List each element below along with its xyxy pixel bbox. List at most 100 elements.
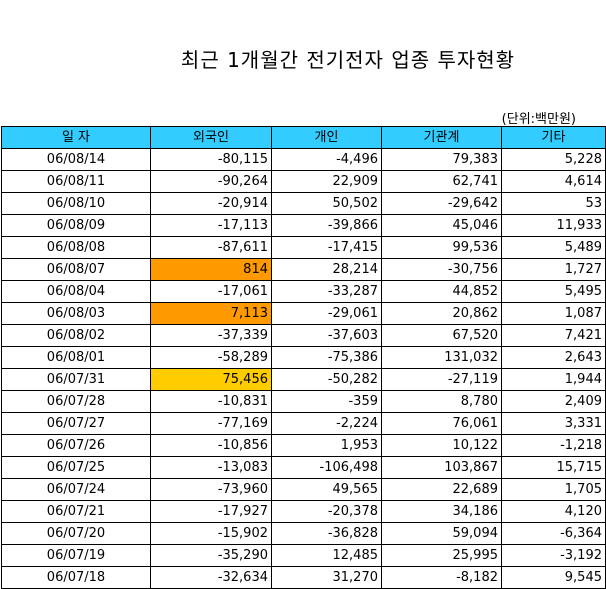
date-cell: 06/07/19 [1, 544, 151, 567]
other-cell: 3,331 [501, 412, 606, 435]
individual-cell: -106,498 [271, 456, 382, 479]
institution-cell: -8,182 [381, 566, 502, 589]
table-row: 06/08/11 -90,264 22,909 62,741 4,614 [1, 170, 606, 193]
date-cell: 06/07/18 [1, 566, 151, 589]
institution-cell: 10,122 [381, 434, 502, 457]
individual-cell: -29,061 [271, 302, 382, 325]
header-row: 일 자 외국인 개인 기관계 기타 [1, 126, 606, 149]
foreign-cell: -87,611 [150, 236, 272, 259]
table-row: 06/08/04 -17,061 -33,287 44,852 5,495 [1, 280, 606, 303]
column-header-foreign: 외국인 [150, 126, 272, 149]
column-header-date: 일 자 [1, 126, 151, 149]
foreign-cell: 7,113 [150, 302, 272, 325]
other-cell: 11,933 [501, 214, 606, 237]
date-cell: 06/08/14 [1, 148, 151, 171]
foreign-cell: -17,113 [150, 214, 272, 237]
table-row: 06/08/10 -20,914 50,502 -29,642 53 [1, 192, 606, 215]
table-row: 06/07/31 75,456 -50,282 -27,119 1,944 [1, 368, 606, 391]
other-cell: -1,218 [501, 434, 606, 457]
other-cell: 4,614 [501, 170, 606, 193]
table-row: 06/08/08 -87,611 -17,415 99,536 5,489 [1, 236, 606, 259]
individual-cell: 1,953 [271, 434, 382, 457]
institution-cell: 59,094 [381, 522, 502, 545]
table-row: 06/07/20 -15,902 -36,828 59,094 -6,364 [1, 522, 606, 545]
other-cell: 4,120 [501, 500, 606, 523]
date-cell: 06/07/20 [1, 522, 151, 545]
individual-cell: -4,496 [271, 148, 382, 171]
other-cell: 1,944 [501, 368, 606, 391]
date-cell: 06/07/26 [1, 434, 151, 457]
other-cell: 1,727 [501, 258, 606, 281]
individual-cell: -75,386 [271, 346, 382, 369]
foreign-cell: 814 [150, 258, 272, 281]
individual-cell: -36,828 [271, 522, 382, 545]
foreign-cell: -35,290 [150, 544, 272, 567]
individual-cell: 49,565 [271, 478, 382, 501]
foreign-cell: -10,831 [150, 390, 272, 413]
date-cell: 06/08/08 [1, 236, 151, 259]
institution-cell: 99,536 [381, 236, 502, 259]
table-row: 06/07/18 -32,634 31,270 -8,182 9,545 [1, 566, 606, 589]
table-row: 06/07/21 -17,927 -20,378 34,186 4,120 [1, 500, 606, 523]
foreign-cell: -17,061 [150, 280, 272, 303]
other-cell: 1,705 [501, 478, 606, 501]
foreign-cell: -58,289 [150, 346, 272, 369]
date-cell: 06/07/21 [1, 500, 151, 523]
date-cell: 06/07/24 [1, 478, 151, 501]
table-row: 06/08/14 -80,115 -4,496 79,383 5,228 [1, 148, 606, 171]
foreign-cell: -10,856 [150, 434, 272, 457]
institution-cell: 131,032 [381, 346, 502, 369]
investment-table: 일 자 외국인 개인 기관계 기타 06/08/14 -80,115 -4,496 7… [1, 126, 606, 589]
date-cell: 06/08/10 [1, 192, 151, 215]
table-row: 06/07/19 -35,290 12,485 25,995 -3,192 [1, 544, 606, 567]
foreign-cell: -13,083 [150, 456, 272, 479]
institution-cell: 44,852 [381, 280, 502, 303]
foreign-cell: -17,927 [150, 500, 272, 523]
individual-cell: -2,224 [271, 412, 382, 435]
other-cell: 5,489 [501, 236, 606, 259]
individual-cell: -50,282 [271, 368, 382, 391]
institution-cell: 20,862 [381, 302, 502, 325]
other-cell: 53 [501, 192, 606, 215]
other-cell: 5,228 [501, 148, 606, 171]
column-header-individual: 개인 [271, 126, 382, 149]
page-title: 최근 1개월간 전기전자 업종 투자현황 [180, 48, 516, 72]
foreign-cell: -37,339 [150, 324, 272, 347]
table-row: 06/08/01 -58,289 -75,386 131,032 2,643 [1, 346, 606, 369]
table-row: 06/07/28 -10,831 -359 8,780 2,409 [1, 390, 606, 413]
institution-cell: -29,642 [381, 192, 502, 215]
other-cell: 1,087 [501, 302, 606, 325]
date-cell: 06/07/28 [1, 390, 151, 413]
institution-cell: 25,995 [381, 544, 502, 567]
individual-cell: -17,415 [271, 236, 382, 259]
foreign-cell: -77,169 [150, 412, 272, 435]
date-cell: 06/08/11 [1, 170, 151, 193]
individual-cell: 31,270 [271, 566, 382, 589]
date-cell: 06/07/27 [1, 412, 151, 435]
institution-cell: 22,689 [381, 478, 502, 501]
foreign-cell: -80,115 [150, 148, 272, 171]
individual-cell: 12,485 [271, 544, 382, 567]
individual-cell: 28,214 [271, 258, 382, 281]
table-row: 06/08/09 -17,113 -39,866 45,046 11,933 [1, 214, 606, 237]
individual-cell: -33,287 [271, 280, 382, 303]
individual-cell: -359 [271, 390, 382, 413]
institution-cell: -27,119 [381, 368, 502, 391]
institution-cell: -30,756 [381, 258, 502, 281]
individual-cell: 50,502 [271, 192, 382, 215]
institution-cell: 67,520 [381, 324, 502, 347]
table-row: 06/08/02 -37,339 -37,603 67,520 7,421 [1, 324, 606, 347]
individual-cell: -37,603 [271, 324, 382, 347]
table-row: 06/08/03 7,113 -29,061 20,862 1,087 [1, 302, 606, 325]
date-cell: 06/08/07 [1, 258, 151, 281]
other-cell: 7,421 [501, 324, 606, 347]
date-cell: 06/08/03 [1, 302, 151, 325]
individual-cell: -20,378 [271, 500, 382, 523]
table-row: 06/07/24 -73,960 49,565 22,689 1,705 [1, 478, 606, 501]
foreign-cell: -20,914 [150, 192, 272, 215]
foreign-cell: -32,634 [150, 566, 272, 589]
other-cell: 2,643 [501, 346, 606, 369]
other-cell: 9,545 [501, 566, 606, 589]
date-cell: 06/08/09 [1, 214, 151, 237]
table-body: 06/08/14 -80,115 -4,496 79,383 5,228 06/08/11… [1, 148, 606, 589]
